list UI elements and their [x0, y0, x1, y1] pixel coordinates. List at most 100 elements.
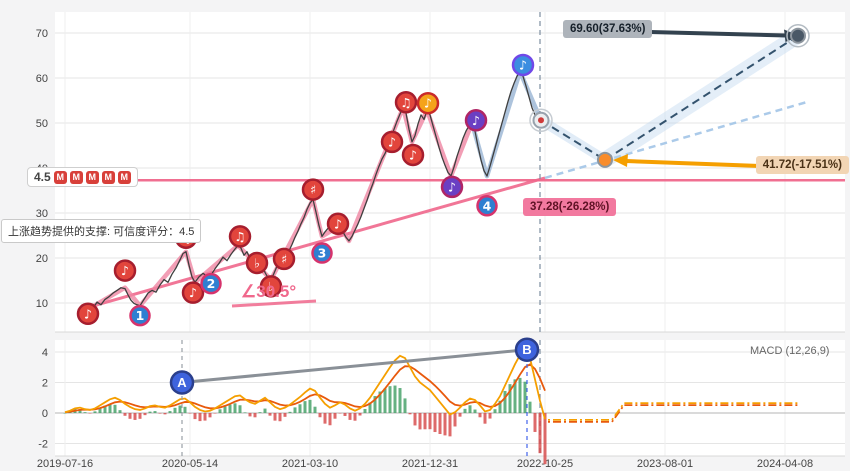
macd-histogram-bar — [518, 377, 522, 413]
macd-histogram-bar — [168, 411, 172, 413]
strength-badge-icon: M — [117, 170, 131, 184]
macd-histogram-bar — [383, 388, 387, 413]
projection-band — [597, 27, 806, 168]
wave-marker[interactable] — [511, 53, 535, 77]
macd-histogram-bar — [218, 409, 222, 413]
macd-histogram-bar — [358, 413, 362, 416]
y-axis-tick-label: 50 — [36, 118, 48, 130]
wave-marker[interactable] — [380, 130, 404, 154]
wave-marker[interactable] — [129, 304, 151, 327]
wave-marker-glyph: ♪ — [409, 147, 417, 162]
macd-histogram-bar — [523, 381, 527, 413]
macd-histogram-bar — [128, 413, 132, 419]
wave-marker-glyph: ♪ — [448, 179, 456, 194]
macd-point-b[interactable] — [514, 337, 540, 362]
wave-marker-glyph: ♯ — [310, 182, 316, 197]
macd-histogram-bar — [368, 402, 372, 413]
macd-histogram-bar — [158, 413, 162, 414]
macd-histogram-bar — [433, 413, 437, 433]
macd-histogram-bar — [408, 413, 412, 415]
macd-histogram-bar — [328, 413, 332, 426]
wave-marker[interactable] — [311, 242, 333, 264]
y-axis-tick-label: 70 — [36, 28, 48, 40]
downside-target-point[interactable] — [597, 151, 613, 168]
wave-marker[interactable] — [245, 251, 269, 275]
wave-marker[interactable] — [326, 212, 350, 236]
wave-marker-glyph: ♭ — [254, 255, 260, 270]
macd-point-a[interactable] — [169, 370, 195, 395]
x-axis-tick-label: 2024-04-08 — [757, 458, 813, 470]
wave-marker-glyph: ♪ — [121, 263, 129, 278]
macd-histogram-bar — [208, 413, 212, 418]
wave-marker[interactable] — [259, 275, 283, 298]
y-axis-tick-label: -2 — [38, 439, 48, 451]
macd-histogram-bar — [323, 413, 327, 424]
macd-histogram-bar — [448, 413, 452, 437]
macd-histogram-bar — [88, 413, 92, 414]
macd-histogram-bar — [418, 413, 422, 430]
wave-marker[interactable] — [440, 175, 464, 199]
wave-marker[interactable] — [476, 195, 498, 217]
macd-histogram-bar — [308, 399, 312, 413]
wave-marker-glyph: ♪ — [388, 134, 396, 149]
macd-histogram-bar — [393, 385, 397, 413]
x-axis-tick-label: 2021-12-31 — [402, 458, 458, 470]
projection-band — [536, 115, 610, 165]
wave-marker[interactable] — [416, 91, 440, 115]
macd-histogram-bar — [343, 413, 347, 416]
macd-histogram-bar — [463, 408, 467, 413]
wave-marker[interactable] — [401, 143, 425, 167]
wave-marker-glyph: ♪ — [424, 96, 432, 111]
macd-histogram-bar — [123, 413, 127, 416]
wave-marker-glyph: ♪ — [334, 216, 342, 231]
macd-histogram-bar — [473, 409, 477, 413]
x-axis-tick-label: 2021-03-10 — [282, 458, 338, 470]
macd-histogram-bar — [288, 411, 292, 413]
macd-histogram-bar — [153, 411, 157, 413]
x-axis-tick-label: 2019-07-16 — [37, 458, 93, 470]
wave-marker[interactable] — [76, 302, 100, 326]
macd-histogram-bar — [378, 391, 382, 413]
wave-marker[interactable] — [228, 225, 252, 248]
wave-marker-glyph: ♫ — [400, 95, 411, 110]
wave-marker[interactable] — [181, 281, 205, 304]
wave-marker[interactable] — [200, 272, 222, 295]
macd-histogram-bar — [458, 413, 462, 417]
strength-badge-icon: M — [101, 170, 115, 184]
wave-marker-glyph: ♪ — [189, 285, 197, 300]
score-value: 4.5 — [34, 170, 51, 184]
trend-extension-dashed — [544, 101, 807, 180]
wave-marker[interactable] — [464, 109, 488, 132]
wave-marker[interactable] — [301, 178, 325, 201]
macd-histogram-bar — [278, 413, 282, 422]
macd-histogram-bar — [508, 384, 512, 413]
wave-marker-glyph: 4 — [483, 198, 492, 213]
wave-marker-glyph: 1 — [136, 308, 145, 323]
upside-target-point[interactable] — [790, 27, 806, 44]
macd-histogram-bar — [478, 413, 482, 418]
wave-marker[interactable] — [113, 259, 137, 282]
macd-histogram-bar — [183, 406, 187, 413]
macd-histogram-bar — [398, 388, 402, 413]
wave-marker-glyph: ♫ — [234, 229, 245, 244]
macd-histogram-bar — [313, 406, 317, 413]
macd-dif-line — [64, 348, 546, 420]
macd-histogram-bar — [243, 412, 247, 413]
macd-histogram-bar — [533, 413, 537, 432]
macd-dif-projection — [548, 402, 800, 421]
macd-histogram-bar — [503, 390, 507, 413]
wave-marker[interactable] — [394, 91, 418, 114]
macd-histogram-bar — [423, 413, 427, 430]
macd-histogram-bar — [488, 413, 492, 419]
macd-histogram-bar — [428, 413, 432, 430]
support-level-chip: 37.28(-26.28%) — [523, 198, 617, 216]
wave-marker-glyph: ♪ — [472, 113, 480, 128]
macd-histogram-bar — [298, 404, 302, 413]
macd-histogram-bar — [493, 409, 497, 413]
macd-histogram-bar — [78, 409, 82, 413]
wave-marker[interactable] — [272, 247, 296, 271]
macd-histogram-bar — [373, 396, 377, 413]
y-axis-tick-label: 20 — [36, 253, 48, 265]
